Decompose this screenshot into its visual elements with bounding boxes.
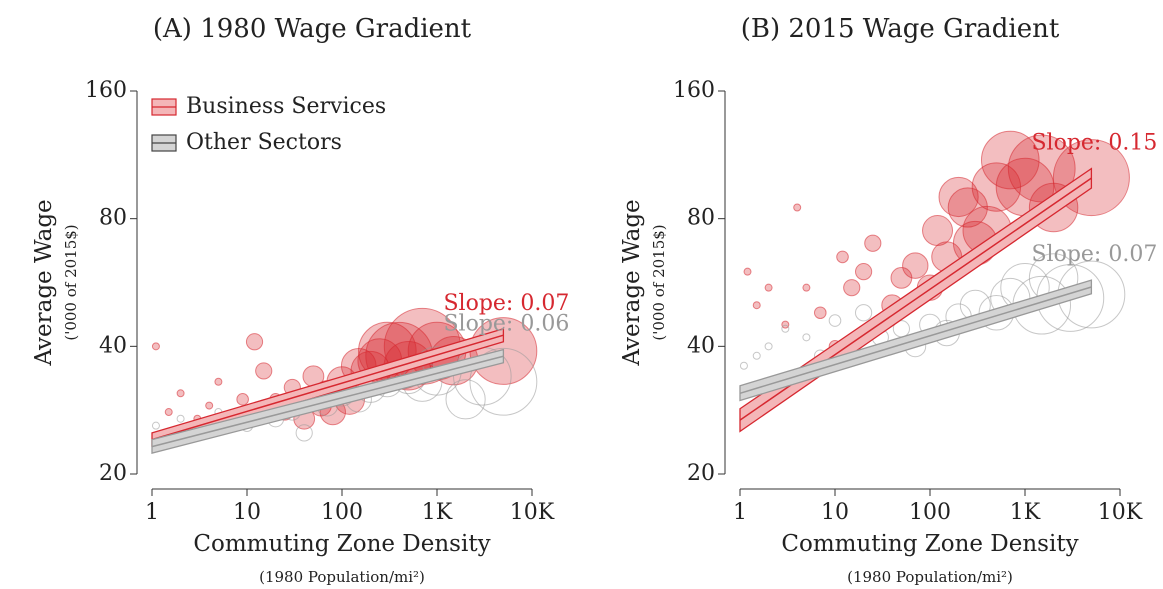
fit-line xyxy=(151,334,504,441)
slope-label: Slope: 0.07 xyxy=(1031,242,1157,267)
bubble xyxy=(938,176,979,218)
x-axis-note: (1980 Population/mi²) xyxy=(259,568,425,586)
bubble xyxy=(295,424,313,442)
x-axis-note: (1980 Population/mi²) xyxy=(847,568,1013,586)
bubble xyxy=(255,362,273,380)
legend-label: Other Sectors xyxy=(186,130,342,155)
panel-title: (A) 1980 Wage Gradient xyxy=(153,14,472,44)
y-axis-title: Average Wage xyxy=(619,199,645,366)
y-tick-label: 20 xyxy=(687,461,715,486)
bubble xyxy=(902,252,929,279)
bubble xyxy=(854,263,873,281)
y-tick-label: 80 xyxy=(687,206,715,231)
legend-label: Business Services xyxy=(186,94,386,119)
x-axis-title: Commuting Zone Density xyxy=(193,531,490,557)
bubble xyxy=(445,379,486,420)
y-tick-label: 160 xyxy=(85,78,127,103)
x-tick-label: 1 xyxy=(733,500,747,525)
slope-label: Slope: 0.15 xyxy=(1031,131,1157,156)
bubble xyxy=(793,203,802,212)
bubble xyxy=(752,301,761,310)
bubble xyxy=(764,283,773,292)
x-tick-label: 10 xyxy=(821,500,849,525)
y-tick-label: 80 xyxy=(99,206,127,231)
y-tick-label: 20 xyxy=(99,461,127,486)
y-tick-label: 40 xyxy=(687,333,715,358)
bubble xyxy=(236,393,249,406)
x-tick-label: 10K xyxy=(1098,500,1143,525)
bubble xyxy=(836,250,849,264)
y-axis-title: Average Wage xyxy=(31,199,57,366)
bubble xyxy=(843,279,861,297)
y-tick-label: 160 xyxy=(673,78,715,103)
bubble xyxy=(739,361,748,370)
bubble xyxy=(214,377,223,386)
bubble xyxy=(245,333,264,351)
bubble xyxy=(205,401,214,410)
slope-label: Slope: 0.07 xyxy=(443,291,569,316)
bubble xyxy=(752,351,761,360)
x-tick-label: 1K xyxy=(1010,500,1041,525)
bubble xyxy=(781,320,790,329)
panel-title: (B) 2015 Wage Gradient xyxy=(741,14,1060,44)
bubble xyxy=(802,333,811,342)
x-axis-title: Commuting Zone Density xyxy=(781,531,1078,557)
x-tick-label: 1K xyxy=(422,500,453,525)
y-axis-note: ('000 of 2015$) xyxy=(650,224,668,340)
slope-label: Slope: 0.06 xyxy=(443,312,569,337)
bubble xyxy=(781,324,790,333)
x-tick-label: 1 xyxy=(145,500,159,525)
bubble xyxy=(828,314,842,327)
bubble xyxy=(764,342,773,351)
bubble xyxy=(922,215,954,247)
bubble xyxy=(743,267,752,276)
bubble xyxy=(176,389,185,398)
bubble xyxy=(469,347,538,416)
x-tick-label: 100 xyxy=(909,500,951,525)
bubble xyxy=(151,421,160,430)
y-axis-note: ('000 of 2015$) xyxy=(62,224,80,340)
x-tick-label: 10K xyxy=(510,500,555,525)
bubble xyxy=(802,283,811,292)
bubble xyxy=(980,130,1040,190)
fit-line xyxy=(739,286,1092,394)
bubble xyxy=(864,234,882,252)
x-tick-label: 100 xyxy=(321,500,363,525)
bubble xyxy=(947,187,988,228)
x-tick-label: 10 xyxy=(233,500,261,525)
bubble xyxy=(164,408,173,417)
y-tick-label: 40 xyxy=(99,333,127,358)
bubble xyxy=(854,304,873,322)
bubble xyxy=(813,306,827,320)
bubble xyxy=(151,342,160,351)
bubble xyxy=(176,414,185,423)
fit-line xyxy=(151,355,504,448)
